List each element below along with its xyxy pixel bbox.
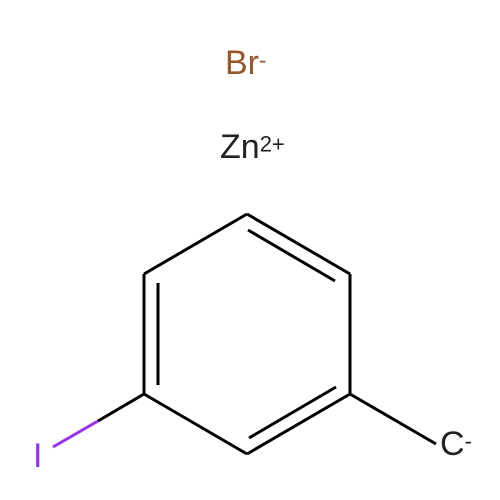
zinc-charge: 2+ [260, 132, 285, 157]
bromide-label: Br- [225, 44, 266, 83]
carbanion-label: C- [440, 425, 472, 464]
iodine-symbol: I [33, 437, 42, 475]
carbanion-bond [350, 394, 436, 444]
benzene-ring [144, 214, 350, 454]
bromide-charge: - [259, 48, 266, 73]
iodine-bond [53, 394, 144, 447]
carbanion-charge: - [465, 429, 472, 454]
zinc-label: Zn2+ [220, 128, 285, 167]
carbanion-symbol: C [440, 425, 465, 463]
bromide-symbol: Br [225, 44, 259, 82]
zinc-symbol: Zn [220, 128, 260, 166]
iodine-label: I [33, 437, 42, 476]
